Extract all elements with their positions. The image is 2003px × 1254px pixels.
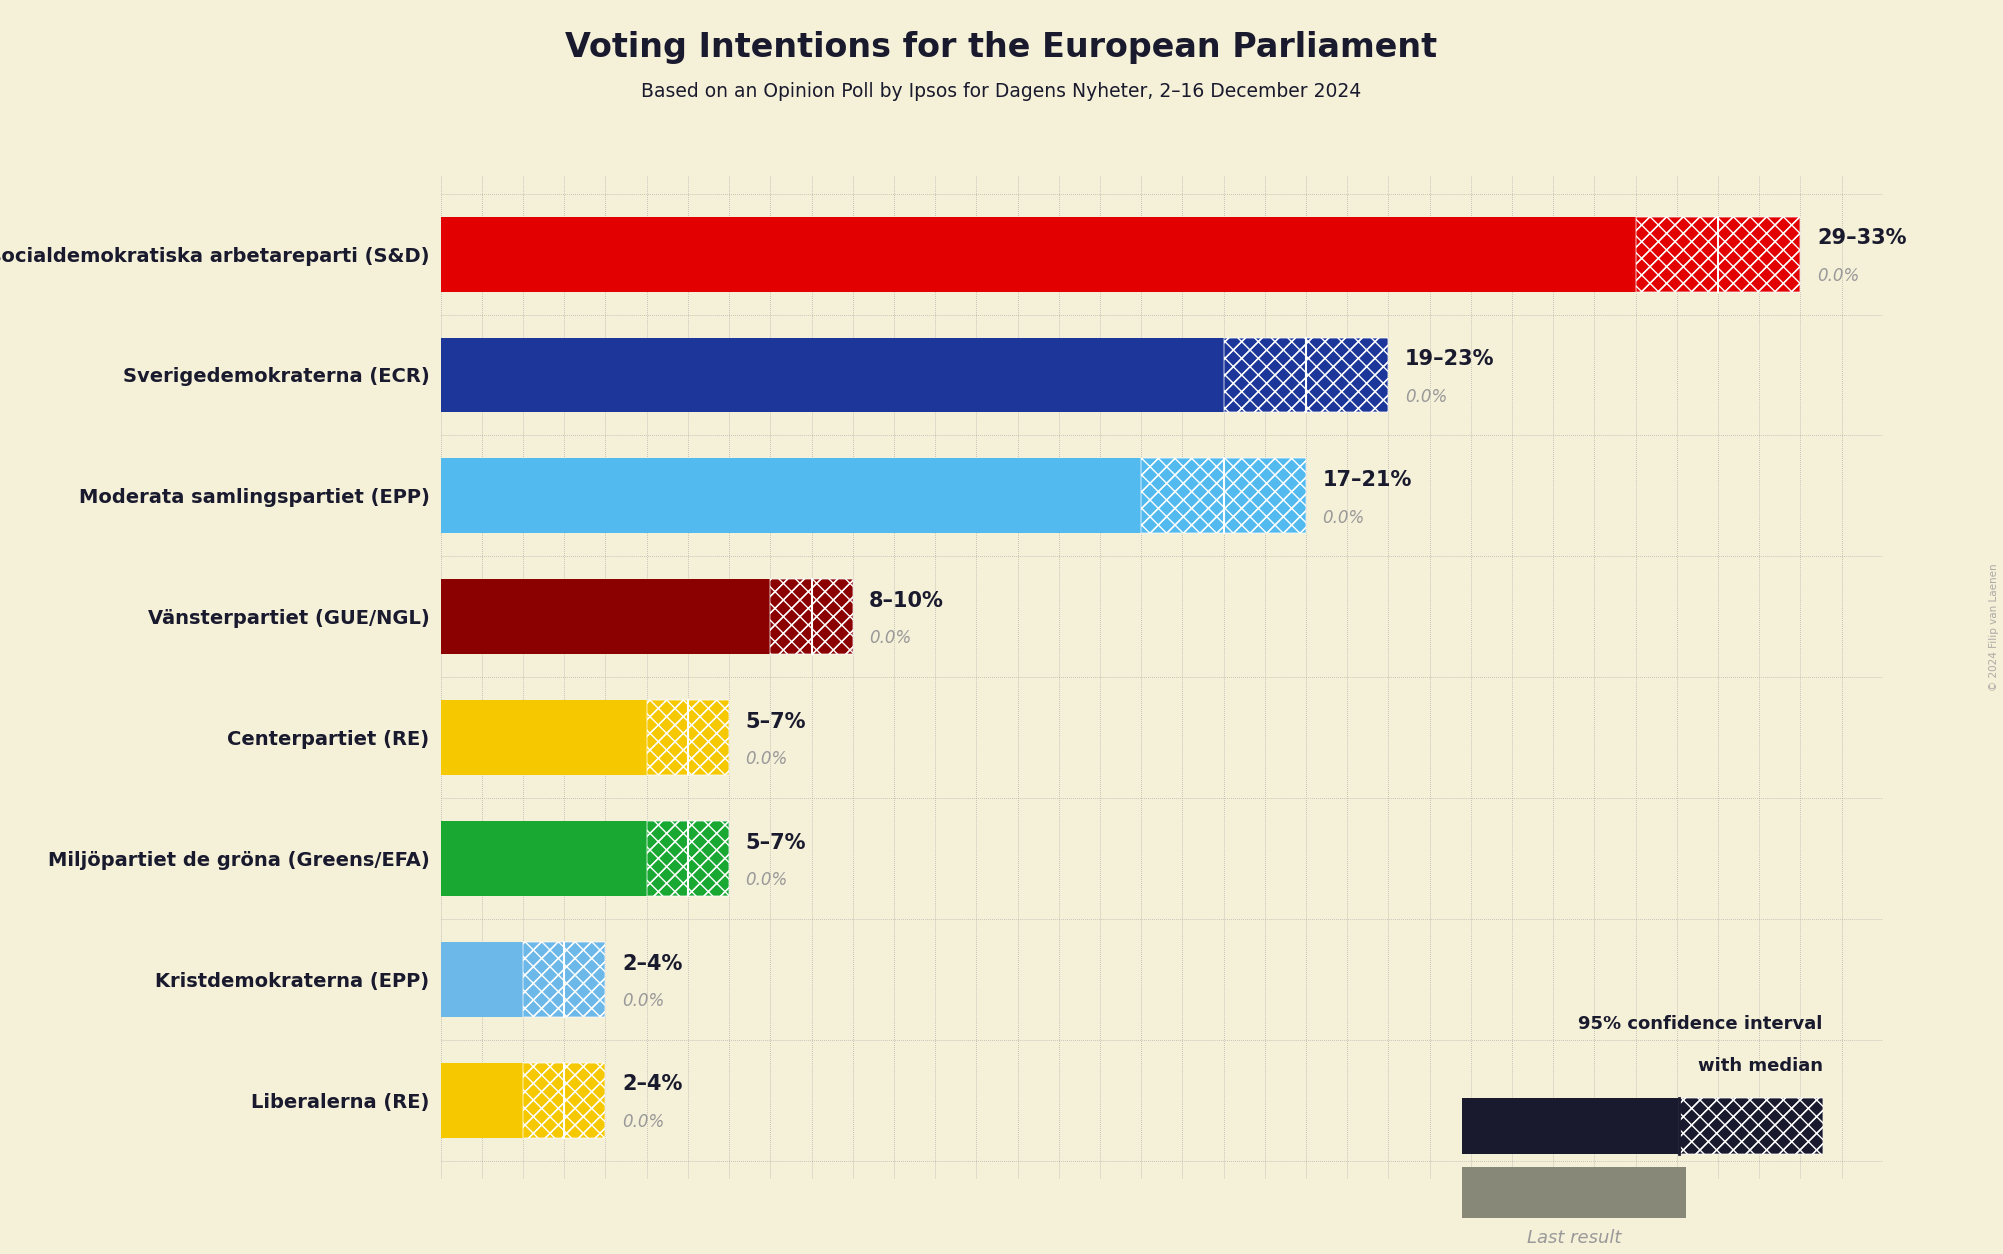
Text: with median: with median <box>1699 1057 1823 1075</box>
Bar <box>523 942 605 1017</box>
Text: 0.0%: 0.0% <box>1322 509 1364 527</box>
Bar <box>1142 459 1306 533</box>
Text: 17–21%: 17–21% <box>1322 470 1412 490</box>
Bar <box>1636 217 1801 292</box>
Bar <box>441 579 771 655</box>
Bar <box>523 942 605 1017</box>
Bar <box>1636 217 1801 292</box>
Bar <box>1636 217 1801 292</box>
Bar <box>441 942 523 1017</box>
Text: © 2024 Filip van Laenen: © 2024 Filip van Laenen <box>1989 563 1999 691</box>
Text: Last result: Last result <box>1526 1229 1620 1246</box>
Bar <box>523 1062 605 1137</box>
Bar <box>441 821 647 895</box>
Bar <box>1224 337 1388 413</box>
Bar <box>647 821 729 895</box>
Text: 19–23%: 19–23% <box>1404 350 1494 369</box>
Bar <box>1462 1099 1679 1154</box>
Bar <box>441 217 1636 292</box>
Bar <box>1142 459 1306 533</box>
Bar <box>647 700 729 775</box>
Text: 29–33%: 29–33% <box>1817 228 1907 248</box>
Bar <box>647 700 729 775</box>
Bar <box>1224 337 1388 413</box>
Bar <box>771 579 853 655</box>
Bar <box>647 700 729 775</box>
Bar <box>1679 1099 1823 1154</box>
Text: 0.0%: 0.0% <box>1404 387 1446 406</box>
Bar <box>1679 1099 1823 1154</box>
Text: 0.0%: 0.0% <box>1817 267 1859 285</box>
Text: 2–4%: 2–4% <box>623 953 683 973</box>
Text: 5–7%: 5–7% <box>745 712 805 732</box>
Bar <box>647 821 729 895</box>
Text: 0.0%: 0.0% <box>869 630 911 647</box>
Text: Based on an Opinion Poll by Ipsos for Dagens Nyheter, 2–16 December 2024: Based on an Opinion Poll by Ipsos for Da… <box>641 82 1362 100</box>
Bar <box>1142 459 1306 533</box>
Bar <box>1679 1099 1823 1154</box>
Bar <box>441 700 647 775</box>
Bar <box>441 1062 523 1137</box>
Bar <box>647 821 729 895</box>
Bar <box>1224 337 1388 413</box>
Bar <box>771 579 853 655</box>
Text: 0.0%: 0.0% <box>623 992 665 1009</box>
Bar <box>1462 1167 1687 1218</box>
Text: 0.0%: 0.0% <box>745 872 787 889</box>
Text: 2–4%: 2–4% <box>623 1075 683 1095</box>
Text: 5–7%: 5–7% <box>745 833 805 853</box>
Bar <box>523 942 605 1017</box>
Bar <box>771 579 853 655</box>
Text: Voting Intentions for the European Parliament: Voting Intentions for the European Parli… <box>565 31 1438 64</box>
Text: 95% confidence interval: 95% confidence interval <box>1578 1016 1823 1033</box>
Text: 0.0%: 0.0% <box>745 750 787 769</box>
Text: 0.0%: 0.0% <box>623 1114 665 1131</box>
Bar <box>441 337 1224 413</box>
Bar <box>523 1062 605 1137</box>
Text: 8–10%: 8–10% <box>869 591 943 611</box>
Bar <box>441 459 1142 533</box>
Bar <box>523 1062 605 1137</box>
